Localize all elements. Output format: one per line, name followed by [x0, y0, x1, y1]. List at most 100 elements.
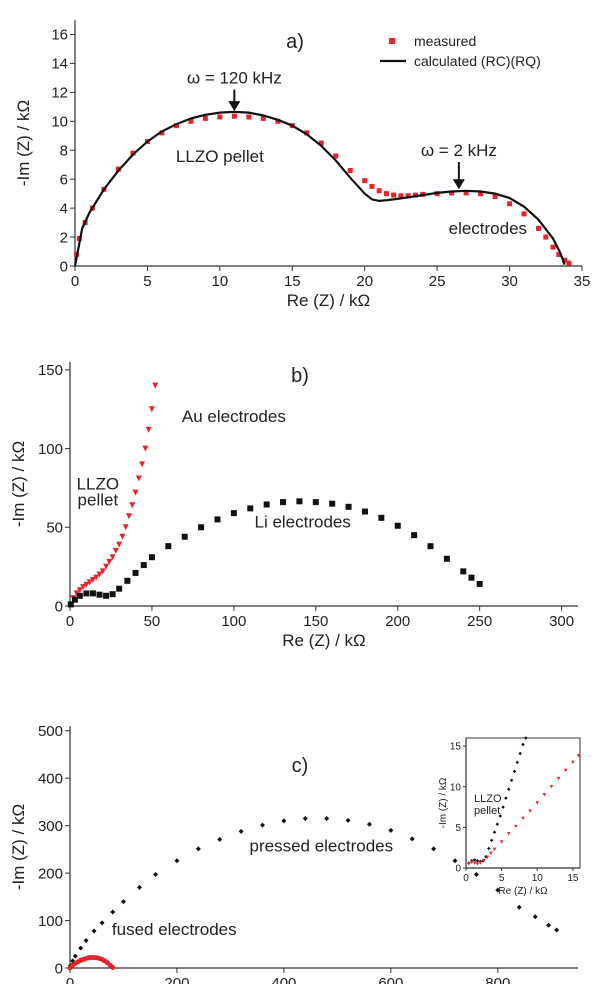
series-li-electrodes: [67, 498, 483, 608]
data-point: [89, 590, 96, 597]
data-point: [576, 754, 581, 758]
data-point: [202, 115, 208, 121]
data-point: [132, 569, 139, 576]
data-point: [509, 778, 514, 782]
data-point: [89, 577, 96, 584]
y-tick-label: 16: [51, 27, 68, 44]
data-point: [96, 591, 103, 598]
arrow-head: [452, 179, 465, 190]
x-tick-label: 15: [284, 273, 301, 290]
data-point: [71, 596, 78, 603]
x-tick-label: 0: [463, 873, 469, 884]
data-point: [302, 816, 308, 822]
data-point: [492, 830, 497, 834]
x-tick-label: 15: [567, 873, 579, 884]
data-point: [388, 827, 394, 833]
data-point: [217, 836, 223, 842]
data-point: [76, 592, 83, 599]
data-point: [495, 822, 500, 826]
data-point: [449, 190, 455, 196]
data-point: [564, 768, 568, 773]
data-point: [528, 809, 532, 813]
y-tick-label: 150: [38, 362, 63, 379]
data-point: [489, 838, 494, 843]
data-point: [99, 568, 106, 575]
data-point: [345, 817, 351, 823]
y-tick-label: 10: [450, 782, 462, 793]
data-point: [91, 928, 97, 934]
data-point: [260, 822, 266, 828]
data-point: [67, 601, 74, 608]
data-point: [139, 461, 146, 468]
y-tick-label: 200: [38, 865, 63, 882]
data-point: [120, 899, 126, 905]
data-point: [405, 193, 411, 199]
data-point: [347, 167, 353, 173]
data-point: [443, 555, 450, 562]
data-point: [78, 945, 84, 951]
data-point: [472, 858, 477, 862]
data-point: [109, 591, 116, 598]
data-point: [106, 558, 113, 565]
data-point: [246, 114, 252, 120]
data-point: [427, 543, 434, 550]
inset-annotation: LLZO: [474, 793, 502, 805]
data-point: [507, 201, 513, 207]
y-tick-label: 0: [455, 864, 461, 875]
panel-label: b): [291, 365, 309, 387]
y-tick-label: 100: [38, 913, 63, 930]
annotation: ω = 120 kHz: [187, 69, 282, 88]
data-point: [214, 516, 221, 523]
data-point: [159, 130, 165, 136]
data-point: [521, 211, 527, 217]
data-point: [230, 510, 237, 517]
chart-panel-2: 02004006008000100200300400500Re (Z) / kΩ…: [9, 723, 578, 984]
x-tick-label: 5: [499, 873, 505, 884]
data-point: [83, 937, 89, 943]
data-point: [521, 816, 525, 821]
data-point: [473, 872, 479, 878]
data-point: [469, 860, 474, 865]
data-point: [129, 502, 136, 509]
series-calculated-rc-rq-: [73, 110, 566, 267]
data-point: [198, 524, 205, 531]
data-point: [72, 953, 78, 959]
annotation: ω = 2 kHz: [421, 141, 497, 160]
calculated-curve: [73, 110, 566, 267]
x-axis-label: Re (Z) / kΩ: [498, 886, 548, 897]
data-point: [83, 590, 90, 597]
legend-marker-measured: [389, 38, 395, 44]
x-tick-label: 0: [71, 273, 79, 290]
data-point: [556, 251, 562, 257]
x-tick-label: 5: [143, 273, 151, 290]
data-point: [499, 840, 504, 844]
data-point: [478, 861, 482, 865]
chart-panel-0: 0 5 10 15 20 25 30 35 0 2 4 6 8 10 12 14 16 Re (Z) / kΩ -I…: [14, 20, 590, 310]
data-point: [475, 858, 480, 863]
data-point: [83, 581, 90, 588]
y-axis-label: -Im (Z) / kΩ: [9, 441, 28, 527]
y-tick-label: 14: [51, 56, 68, 73]
data-point: [546, 922, 552, 928]
y-tick-label: 0: [60, 258, 68, 275]
y-tick-label: 6: [60, 171, 68, 188]
data-point: [329, 500, 336, 507]
data-point: [103, 563, 110, 570]
data-point: [73, 590, 80, 597]
data-point: [153, 872, 159, 878]
legend: measured calculated (RC)(RQ): [380, 33, 541, 69]
x-tick-label: 20: [356, 273, 373, 290]
data-point: [366, 821, 372, 827]
data-point: [476, 580, 483, 587]
y-tick-label: 300: [38, 818, 63, 835]
data-point: [549, 785, 554, 789]
arrow-head: [228, 101, 241, 112]
data-point: [93, 574, 100, 581]
x-tick-label: 600: [378, 975, 403, 984]
data-point: [188, 118, 194, 124]
x-tick-label: 10: [532, 873, 544, 884]
data-point: [378, 514, 385, 521]
panel-label: a): [286, 31, 304, 53]
y-tick-label: 100: [38, 441, 63, 458]
y-tick-label: 2: [60, 229, 68, 246]
